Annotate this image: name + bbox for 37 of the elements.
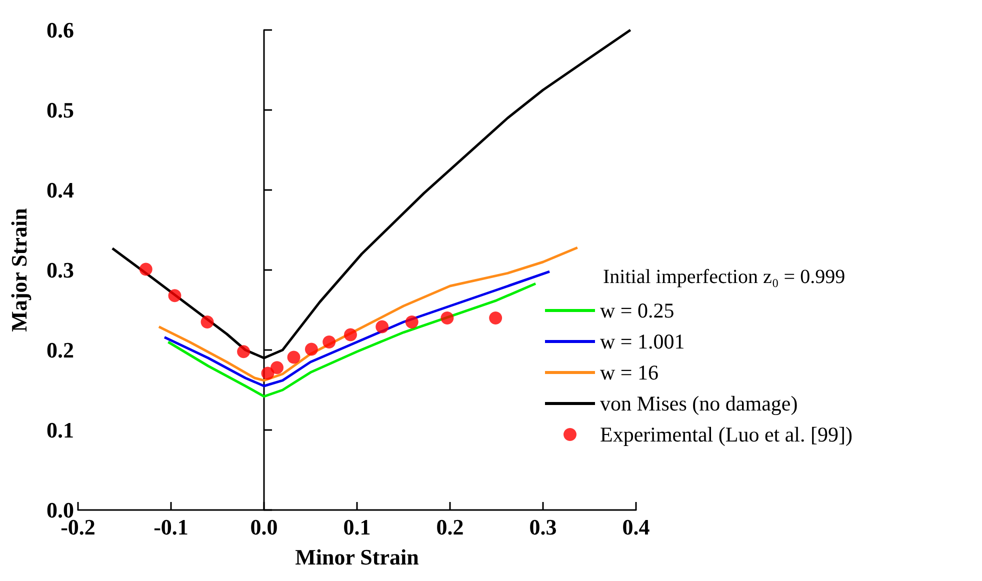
line-series: [158, 246, 579, 382]
y-tick-label: 0.2: [46, 338, 74, 362]
point: [270, 361, 284, 374]
y-tick-label: 0.3: [46, 258, 74, 282]
legend-label: w = 16: [600, 360, 659, 384]
line-series: [163, 270, 551, 388]
point: [287, 350, 300, 364]
point: [344, 328, 357, 342]
point: [405, 316, 418, 328]
legend-label: Experimental (Luo et al. [99]): [600, 422, 852, 446]
x-tick-label: 0.0: [250, 514, 278, 540]
point: [200, 316, 214, 328]
point: [440, 312, 454, 324]
point: [489, 312, 502, 324]
y-tick-label: 0.5: [46, 98, 74, 122]
x-tick-label: 0.4: [622, 514, 650, 540]
legend-title: Initial imperfection z₀ = 0.999: [603, 266, 846, 288]
y-tick-label: 0.1: [46, 418, 74, 442]
x-tick-label: 0.3: [529, 514, 557, 540]
point: [304, 342, 318, 356]
point: [322, 336, 336, 348]
x-axis-title: Minor Strain: [295, 544, 419, 570]
x-tick-label: 0.2: [436, 514, 464, 540]
point: [237, 345, 250, 358]
x-tick-label: 0.1: [343, 514, 371, 540]
y-axis-title: Major Strain: [6, 208, 32, 332]
y-tick-label: 0.6: [46, 18, 74, 42]
y-tick-label: 0.4: [46, 178, 74, 202]
point: [139, 262, 152, 276]
point: [261, 366, 274, 380]
line-series: [166, 282, 537, 398]
point: [168, 289, 182, 302]
legend-label: von Mises (no damage): [600, 392, 798, 416]
x-tick-label: -0.1: [154, 514, 188, 540]
legend-label: w = 1.001: [600, 330, 685, 354]
legend-label: w = 0.25: [600, 298, 674, 322]
point: [376, 320, 389, 334]
